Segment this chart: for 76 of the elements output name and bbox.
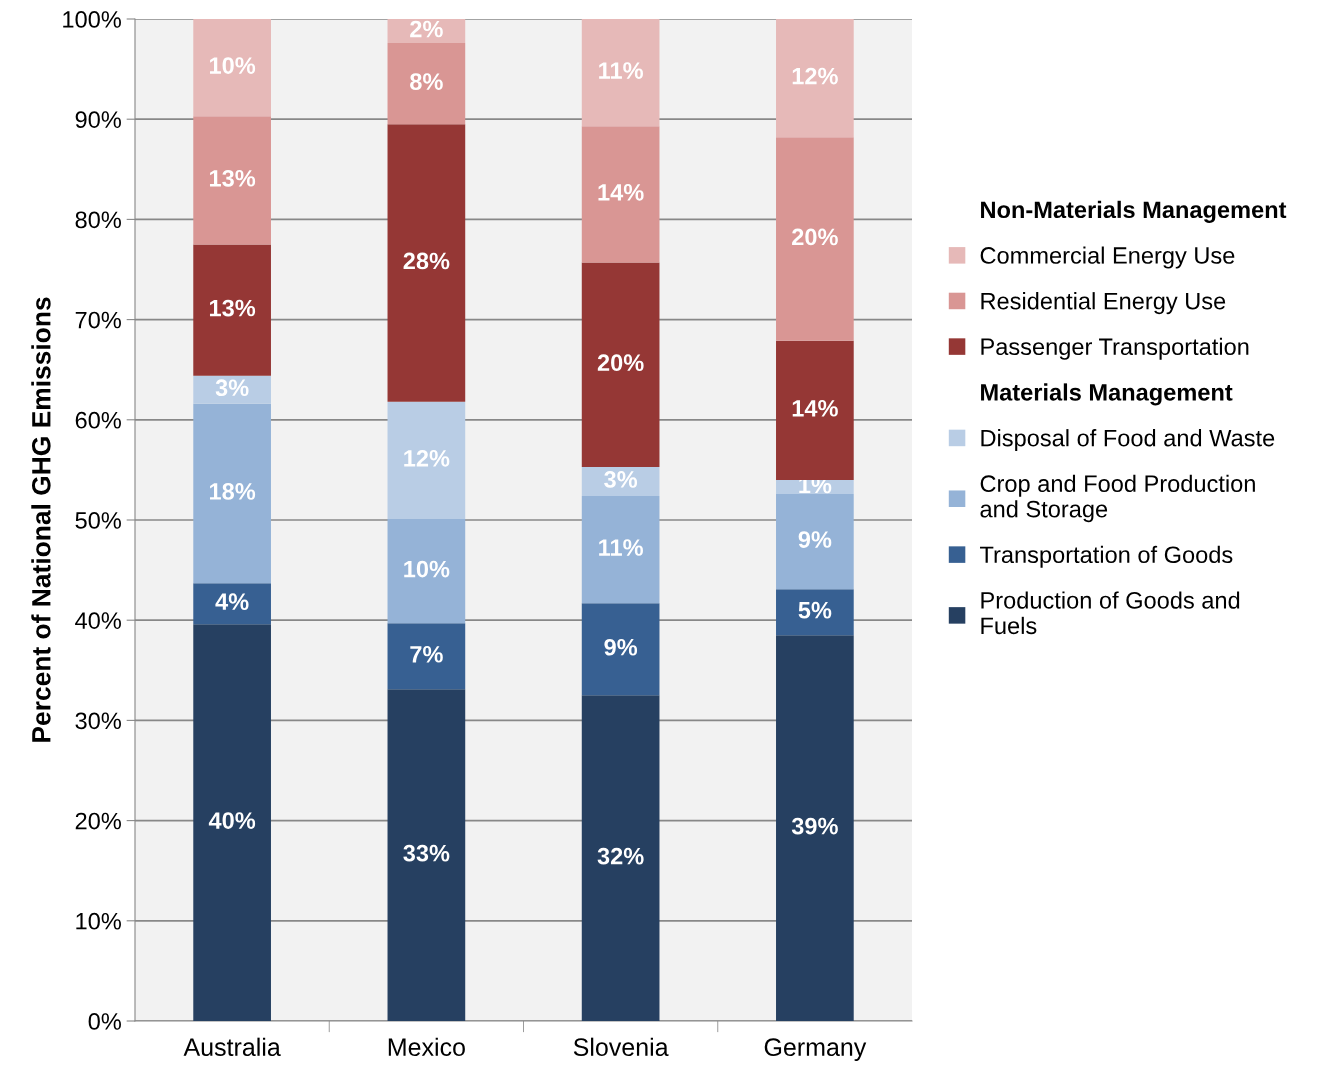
bar	[193, 116, 271, 245]
bar	[387, 43, 466, 125]
bar	[581, 603, 660, 696]
bar	[387, 519, 466, 624]
y-tick-label: 10%	[76, 912, 121, 930]
data-label: 28%	[403, 252, 450, 270]
bar	[776, 635, 854, 1021]
data-label: 9%	[604, 638, 638, 656]
text: Materials Management	[981, 383, 1233, 406]
y-tick-label: 20%	[75, 812, 121, 830]
x-tick-label: Australia	[183, 1037, 281, 1057]
bar	[776, 589, 854, 636]
data-label: 33%	[403, 844, 450, 862]
legend-label: Commercial Energy Use	[980, 246, 1235, 269]
data-label: 40%	[208, 812, 256, 829]
data-label: 32%	[597, 847, 644, 865]
data-label: 10%	[209, 57, 256, 74]
y-tick-label: 70%	[75, 311, 121, 329]
data-label: 13%	[209, 169, 256, 187]
bar	[776, 340, 854, 480]
y-tick-label: 50%	[75, 512, 121, 529]
legend-label: Transportation of Goods	[980, 545, 1233, 568]
y-tick-label: 100%	[63, 11, 121, 28]
data-label: 2%	[410, 20, 443, 38]
data-label: 14%	[598, 184, 644, 201]
x-tick-label: Slovenia	[573, 1037, 669, 1057]
data-label: 8%	[410, 73, 443, 90]
y-tick-label: 30%	[75, 712, 121, 730]
bar	[387, 689, 466, 1021]
data-label: 14%	[792, 399, 838, 417]
data-label: 12%	[404, 450, 450, 467]
bar	[581, 695, 660, 1021]
data-label: 10%	[404, 560, 450, 578]
bar	[193, 624, 271, 1021]
bar	[193, 244, 271, 376]
bar	[581, 495, 660, 604]
data-label: 11%	[599, 539, 643, 556]
data-label: 7%	[410, 645, 443, 663]
bar	[387, 124, 466, 402]
bar	[776, 493, 854, 590]
legend-label: Disposal of Food and Waste	[981, 429, 1275, 452]
bar	[193, 583, 271, 625]
data-label: 4%	[215, 593, 249, 610]
x-tick-label: Mexico	[388, 1037, 465, 1057]
y-tick-label: 40%	[75, 612, 121, 629]
legend-label: Passenger Transportation	[981, 337, 1249, 360]
bar	[387, 401, 466, 519]
bar	[193, 403, 271, 584]
data-label: 13%	[209, 299, 256, 317]
legend-label: Production of Goods and Fuels	[981, 591, 1240, 635]
bar	[581, 19, 660, 127]
data-label: 5%	[798, 601, 832, 619]
x-tick-label: Germany	[764, 1038, 867, 1061]
bar	[776, 19, 854, 138]
data-label: 20%	[597, 354, 644, 372]
y-tick-label: 60%	[75, 411, 121, 429]
legend-label: Crop and Food Production and Storage	[980, 474, 1255, 523]
y-tick-label: 80%	[75, 211, 121, 229]
data-label: 9%	[798, 531, 832, 548]
data-label: 11%	[599, 62, 643, 79]
legend-label: Residential Energy Use	[981, 292, 1226, 315]
text: Non-Materials Management	[981, 200, 1287, 223]
bar	[776, 137, 854, 341]
y-tick-label: 90%	[75, 111, 121, 128]
y-tick-label: 0%	[88, 1013, 121, 1030]
data-label: 3%	[604, 471, 638, 488]
bar	[193, 19, 271, 117]
bar	[387, 623, 466, 690]
data-label: 18%	[209, 483, 256, 500]
y-axis-title: Percent of National GHG Emissions	[31, 297, 51, 742]
data-label: 12%	[792, 67, 838, 85]
data-label: 3%	[215, 379, 249, 397]
bar	[581, 262, 660, 467]
data-label: 39%	[791, 817, 838, 835]
data-label: 20%	[792, 228, 838, 246]
bar	[581, 126, 660, 263]
